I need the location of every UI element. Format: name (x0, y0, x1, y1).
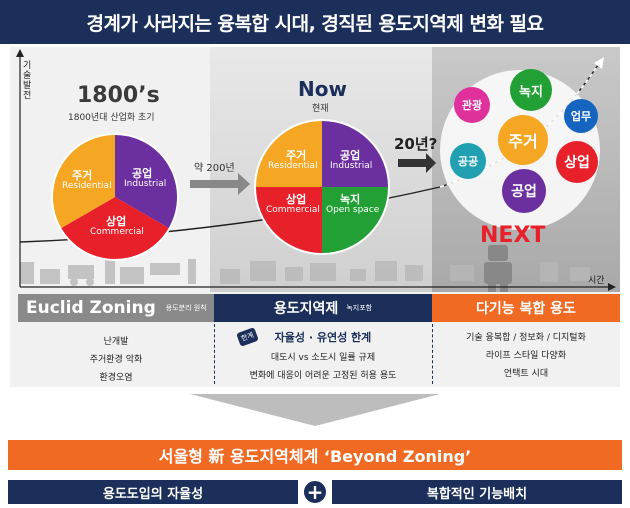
future-label: 20년? (394, 135, 438, 153)
future-arrowhead (594, 57, 604, 69)
pie-now-label-residential-en: Residential (268, 161, 318, 171)
pie-1800-label-commercial-ko: 상업 (106, 215, 127, 228)
column-body-mixed-use: 기술 융복합 / 정보화 / 디지털화 라이프 스타일 다양화 언택트 시대 (432, 329, 620, 383)
era-now-heading: Now (298, 77, 347, 101)
pie-now-label-industrial-en: Industrial (330, 161, 373, 171)
y-axis-label: 기술발전 (23, 61, 32, 101)
bubble-commercial: 상업 (556, 141, 598, 183)
column-head-mixed-use-title: 다기능 복합 용도 (476, 301, 576, 317)
column-head-euclid-title: Euclid Zoning (26, 298, 156, 318)
beyond-zoning-banner: 서울형 新 용도지역체계 ‘Beyond Zoning’ (8, 440, 622, 470)
era-arrow (190, 173, 250, 195)
x-axis-arrowhead (608, 283, 616, 291)
diagram-panel: 1800’s 1800년대 산업화 초기 주거 Residential 공업 I… (10, 47, 620, 387)
zoning-item: 변화에 대응이 어려운 고정된 허용 용도 (249, 371, 397, 381)
bubble-residential: 주거 (498, 115, 548, 165)
column-head-zoning-title: 용도지역제 (273, 301, 339, 317)
era-1800-subheading: 1800년대 산업화 초기 (68, 113, 155, 123)
pie-now-label-commercial-en: Commercial (266, 205, 320, 215)
title-bar: 경계가 사라지는 융복합 시대, 경직된 용도지역제 변화 필요 (0, 0, 630, 44)
bubble-greenery: 녹지 (510, 69, 552, 111)
down-arrow-shape (190, 394, 440, 426)
zoning-subhead: 자율성 · 유연성 한계 (274, 331, 372, 344)
era-now-subheading: 현재 (312, 104, 329, 114)
down-arrow (190, 394, 440, 426)
column-head-mixed-use: 다기능 복합 용도 (432, 294, 620, 322)
column-body-euclid: 난개발 주거환경 악화 환경오염 (18, 333, 214, 387)
y-axis-arrowhead (16, 49, 24, 57)
column-head-zoning-tag: 녹지포함 (346, 304, 373, 312)
icon-strip (20, 257, 590, 286)
euclid-item: 주거환경 악화 (89, 355, 143, 365)
column-head-euclid-tag: 용도분리 원칙 (165, 304, 207, 312)
pie-now-slice-openspace (322, 187, 388, 253)
pie-now-label-residential-ko: 주거 (286, 149, 307, 162)
pie-1800-label-residential-en: Residential (62, 181, 112, 191)
mixed-use-item: 언택트 시대 (503, 369, 549, 379)
page-title: 경계가 사라지는 융복합 시대, 경직된 용도지역제 변화 필요 (86, 12, 544, 35)
era-next-heading: NEXT (480, 223, 546, 248)
robot-icon (484, 245, 512, 292)
column-divider-left (214, 324, 215, 384)
zoning-item: 대도시 vs 소도시 일률 규제 (270, 353, 376, 363)
bubble-business: 업무 (564, 99, 598, 133)
pie-1800-label-residential-ko: 주거 (72, 169, 93, 182)
pie-now-slice-industrial (322, 121, 388, 187)
future-arrow (398, 153, 436, 173)
pie-1800-label-commercial-en: Commercial (90, 227, 144, 237)
pie-1800-slice-commercial (61, 197, 169, 260)
mixed-use-item: 라이프 스타일 다양화 (485, 351, 567, 361)
pie-1800-label-industrial-en: Industrial (124, 179, 167, 189)
beyond-zoning-title: 서울형 新 용도지역체계 ‘Beyond Zoning’ (158, 447, 472, 466)
pie-now-label-industrial-ko: 공업 (340, 149, 361, 162)
bubble-tourism: 관광 (454, 87, 490, 123)
column-body-zoning: 한계 자율성 · 유연성 한계 대도시 vs 소도시 일률 규제 변화에 대응이… (214, 327, 432, 385)
column-head-zoning: 용도지역제 녹지포함 (214, 294, 432, 322)
autonomy-box: 용도도입의 자율성 (8, 480, 298, 504)
pie-now-label-openspace-en: Open space (326, 205, 380, 215)
zoning-subhead-row: 한계 자율성 · 유연성 한계 (214, 327, 432, 349)
autonomy-label: 용도도입의 자율성 (102, 486, 204, 502)
mixed-use-item: 기술 융복합 / 정보화 / 디지털화 (466, 333, 586, 343)
column-divider-right (432, 324, 433, 384)
bottom-row: 용도도입의 자율성 + 복합적인 기능배치 (8, 479, 622, 506)
pie-1800-slice-residential (52, 135, 115, 228)
pie-now-label-openspace-ko: 녹지 (340, 193, 361, 206)
complex-function-box: 복합적인 기능배치 (332, 480, 622, 504)
x-axis-label: 시간 (588, 276, 605, 286)
euclid-item: 난개발 (103, 337, 129, 347)
pie-now-slice-residential (256, 121, 322, 187)
bubble-public: 공공 (450, 143, 486, 179)
pie-now-label-commercial-ko: 상업 (286, 193, 307, 206)
era-arrow-label: 약 200년 (194, 163, 235, 174)
pie-1800-slice-industrial (115, 135, 178, 228)
pie-now-slice-commercial (256, 187, 322, 253)
era-1800-heading: 1800’s (77, 83, 160, 108)
plus-icon: + (302, 479, 328, 505)
limit-badge: 한계 (236, 327, 259, 347)
euclid-item: 환경오염 (99, 373, 133, 383)
complex-function-label: 복합적인 기능배치 (426, 486, 528, 502)
bubble-industrial: 공업 (502, 169, 546, 213)
pie-1800-label-industrial-ko: 공업 (132, 167, 153, 180)
column-head-euclid: Euclid Zoning 용도분리 원칙 (18, 294, 214, 322)
